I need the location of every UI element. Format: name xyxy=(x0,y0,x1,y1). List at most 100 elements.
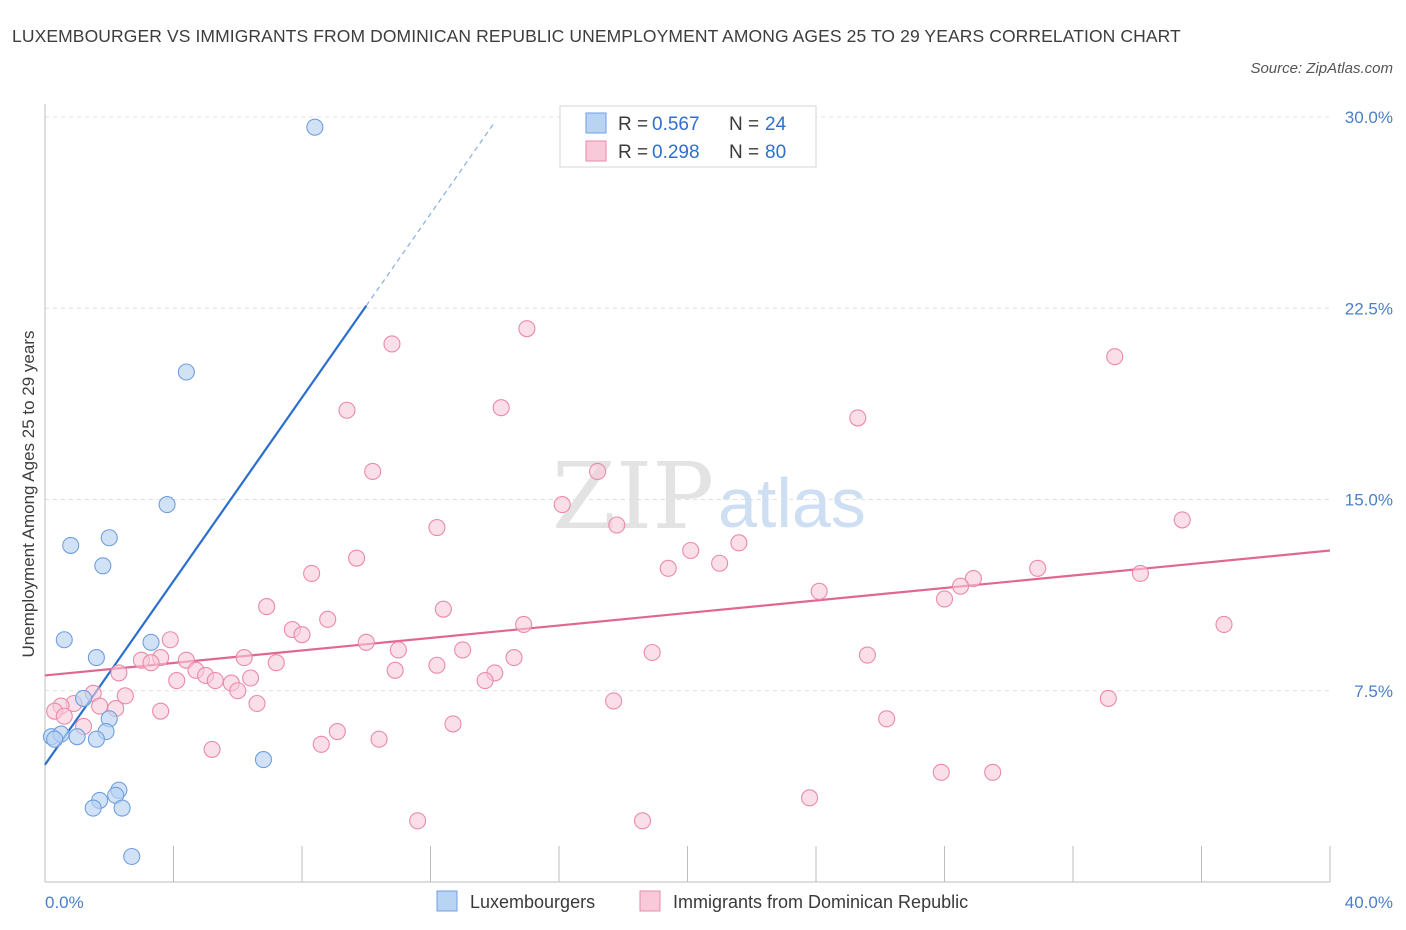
trend-line-extension xyxy=(365,121,496,307)
legend-swatch xyxy=(585,112,607,134)
data-point-immigrants xyxy=(319,610,337,628)
data-point-luxembourgers xyxy=(62,536,80,554)
data-point-immigrants xyxy=(711,554,729,572)
data-point-luxembourgers xyxy=(158,496,176,514)
y-tick-label: 30.0% xyxy=(1345,108,1393,127)
watermark-atlas: atlas xyxy=(718,464,866,542)
bottom-legend-label: Luxembourgers xyxy=(470,892,595,912)
data-point-immigrants xyxy=(357,633,375,651)
data-point-luxembourgers xyxy=(113,799,131,817)
data-point-immigrants xyxy=(505,649,523,667)
legend-r-label: R = xyxy=(618,142,648,163)
data-point-immigrants xyxy=(605,692,623,710)
data-point-immigrants xyxy=(434,600,452,618)
data-point-immigrants xyxy=(1029,559,1047,577)
legend-n-value: 80 xyxy=(765,142,786,163)
data-point-immigrants xyxy=(515,615,533,634)
data-point-immigrants xyxy=(389,641,407,659)
legend-r-label: R = xyxy=(618,114,648,135)
legend-n-label: N = xyxy=(729,114,759,135)
data-point-luxembourgers xyxy=(142,633,160,651)
data-point-immigrants xyxy=(428,518,446,537)
y-tick-label: 22.5% xyxy=(1345,299,1393,318)
data-point-immigrants xyxy=(935,590,954,608)
data-point-immigrants xyxy=(428,656,446,674)
data-point-immigrants xyxy=(1106,348,1124,366)
data-point-immigrants xyxy=(364,462,382,481)
bottom-legend-label: Immigrants from Dominican Republic xyxy=(673,892,968,912)
data-point-luxembourgers xyxy=(306,118,324,136)
data-point-immigrants xyxy=(454,641,472,659)
data-point-immigrants xyxy=(293,626,311,644)
data-point-immigrants xyxy=(810,582,828,600)
data-point-immigrants xyxy=(633,812,652,830)
data-point-immigrants xyxy=(142,654,160,672)
data-point-immigrants xyxy=(229,682,247,700)
data-point-immigrants xyxy=(801,789,819,807)
y-tick-label: 15.0% xyxy=(1345,491,1393,510)
data-point-immigrants xyxy=(932,763,950,781)
data-point-immigrants xyxy=(152,702,170,720)
x-tick-label: 0.0% xyxy=(45,893,84,912)
bottom-legend-swatch xyxy=(639,890,661,912)
data-point-immigrants xyxy=(643,643,661,662)
data-point-immigrants xyxy=(242,669,260,687)
data-point-immigrants xyxy=(386,661,404,679)
data-point-immigrants xyxy=(383,335,401,353)
data-point-luxembourgers xyxy=(254,751,273,769)
data-point-immigrants xyxy=(444,715,462,733)
data-point-luxembourgers xyxy=(100,529,118,547)
data-point-immigrants xyxy=(161,631,179,649)
chart-title: LUXEMBOURGER VS IMMIGRANTS FROM DOMINICA… xyxy=(12,26,1181,46)
data-point-immigrants xyxy=(348,549,366,567)
data-point-luxembourgers xyxy=(94,557,112,575)
axes xyxy=(44,104,1331,883)
data-point-immigrants xyxy=(553,496,571,514)
series-immigrants-points xyxy=(46,320,1233,830)
data-point-immigrants xyxy=(682,541,700,560)
data-point-immigrants xyxy=(55,707,73,725)
data-point-immigrants xyxy=(858,646,876,664)
data-point-immigrants xyxy=(235,649,253,667)
data-point-immigrants xyxy=(258,598,276,616)
data-point-immigrants xyxy=(168,671,186,690)
data-point-immigrants xyxy=(370,730,388,748)
legend-r-value: 0.567 xyxy=(652,114,700,135)
trend-line xyxy=(44,549,1331,677)
data-point-immigrants xyxy=(588,462,607,481)
data-point-immigrants xyxy=(409,812,427,830)
data-point-immigrants xyxy=(303,564,321,583)
watermark-zip: ZIP xyxy=(552,443,714,550)
data-point-immigrants xyxy=(952,577,970,595)
series-luxembourgers-points xyxy=(42,118,324,866)
data-point-immigrants xyxy=(312,735,330,753)
data-point-immigrants xyxy=(116,687,134,705)
data-point-luxembourgers xyxy=(87,649,105,667)
data-point-immigrants xyxy=(964,569,982,588)
data-point-immigrants xyxy=(608,516,626,534)
data-point-luxembourgers xyxy=(177,363,195,381)
y-tick-label: 7.5% xyxy=(1354,682,1393,701)
x-tick-label: 40.0% xyxy=(1345,893,1393,912)
data-point-immigrants xyxy=(110,664,128,682)
data-point-immigrants xyxy=(338,401,356,419)
watermark: ZIP atlas xyxy=(552,443,866,550)
data-point-immigrants xyxy=(659,559,677,577)
data-point-immigrants xyxy=(267,654,285,672)
legend-n-value: 24 xyxy=(765,114,787,135)
legend-n-label: N = xyxy=(729,142,759,163)
legend-r-value: 0.298 xyxy=(652,142,700,163)
data-point-luxembourgers xyxy=(84,799,102,817)
chart-source: Source: ZipAtlas.com xyxy=(1250,60,1393,77)
x-tick-labels: 0.0% 40.0% xyxy=(45,893,1393,912)
y-axis-title: Unemployment Among Ages 25 to 29 years xyxy=(19,331,38,658)
data-point-luxembourgers xyxy=(68,728,86,746)
data-point-immigrants xyxy=(206,671,224,690)
data-point-luxembourgers xyxy=(55,631,73,649)
data-point-immigrants xyxy=(492,399,510,417)
data-point-immigrants xyxy=(1173,511,1191,529)
data-point-luxembourgers xyxy=(46,730,64,748)
data-point-luxembourgers xyxy=(75,689,93,707)
grid-lines xyxy=(45,116,1330,692)
